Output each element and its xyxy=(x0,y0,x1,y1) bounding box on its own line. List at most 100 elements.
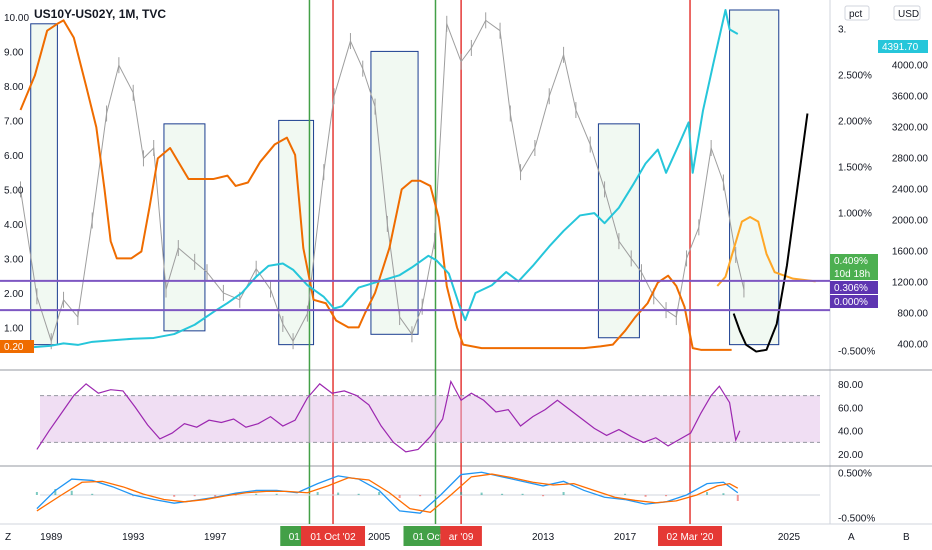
rsi-pane: 80.00 60.00 40.00 20.00 xyxy=(36,379,863,461)
series-line-2 xyxy=(20,9,739,350)
right-axis-tick-7: 1200.00 xyxy=(892,277,929,288)
macd-hist-bar-8 xyxy=(193,495,196,497)
x-axis-tick-4: 2013 xyxy=(532,532,555,543)
macd-hist-bar-17 xyxy=(378,492,381,495)
macd-hist-bar-11 xyxy=(255,493,258,495)
left-axis-tick-2: 8.00 xyxy=(4,82,24,93)
highlight-box-0 xyxy=(30,23,58,346)
macd-hist-bar-24 xyxy=(521,493,524,495)
event-label-2: 01 Oct '07 xyxy=(413,532,459,543)
left-axis-tick-9: 1.00 xyxy=(4,323,24,334)
right-axis-tick-0: 4000.00 xyxy=(892,60,929,71)
x-axis-tick-0: 1989 xyxy=(40,532,63,543)
right-axis-tick-9: 400.00 xyxy=(897,339,928,350)
price-tags: 4391.70 0.409% 10d 18h 0.306% 0.000% 0.20 xyxy=(0,40,928,353)
macd-hist-bar-34 xyxy=(722,493,725,495)
left-axis-tick-7: 3.00 xyxy=(4,254,24,265)
highlight-box-5 xyxy=(729,9,780,346)
bottom-toolbar: Z A B xyxy=(5,532,910,543)
right-axis-tick-4: 2400.00 xyxy=(892,184,929,195)
chart-title: US10Y-US02Y, 1M, TVC xyxy=(34,7,166,21)
left-axis-tick-4: 6.00 xyxy=(4,151,24,162)
horizontal-levels xyxy=(0,279,830,312)
macd-hist-bar-22 xyxy=(480,492,483,495)
macd-hist-bar-1 xyxy=(54,489,57,495)
macd-line-0 xyxy=(36,471,739,514)
rsi-line-0 xyxy=(36,379,741,453)
price-tag-bg-5 xyxy=(0,340,34,353)
macd-pane: 0.500% -0.500% xyxy=(35,468,875,525)
macd-line-1 xyxy=(36,473,739,513)
price-tag-4: 0.000% xyxy=(834,297,868,308)
price-tag-bg-1 xyxy=(830,254,878,267)
macd-hist-bar-23 xyxy=(501,493,504,495)
right-axis-tick-8: 800.00 xyxy=(897,308,928,319)
mid-axis-tick-0: 3. xyxy=(838,24,846,35)
left-axis-tick-1: 9.00 xyxy=(4,47,24,58)
macd-hist-bar-29 xyxy=(624,493,627,495)
highlight-box-3 xyxy=(370,50,419,335)
price-tag-bg-0 xyxy=(878,40,928,53)
settings-button[interactable]: B xyxy=(903,532,910,543)
auto-scale-button[interactable]: A xyxy=(848,532,855,543)
macd-hist-bar-33 xyxy=(706,492,709,495)
mid-axis-tick-2: 2.000% xyxy=(838,116,872,127)
right-axis-tick-3: 2800.00 xyxy=(892,153,929,164)
pct-button[interactable]: pct xyxy=(844,5,870,21)
macd-hist-bar-18 xyxy=(398,495,401,498)
macd-hist-bar-3 xyxy=(91,493,94,495)
right-axis-tick-6: 1600.00 xyxy=(892,246,929,257)
macd-hist-bar-14 xyxy=(316,492,319,495)
currency-button-label: USD xyxy=(898,9,919,20)
right-axis-tick-5: 2000.00 xyxy=(892,215,929,226)
macd-hist-bar-12 xyxy=(275,493,278,495)
right-axis-tick-2: 3200.00 xyxy=(892,122,929,133)
macd-hist-bar-2 xyxy=(70,490,73,495)
price-tag-bg-4 xyxy=(830,295,878,308)
mid-axis-tick-1: 2.500% xyxy=(838,70,872,81)
mid-axis-tick-3: 1.500% xyxy=(838,162,872,173)
price-tag-bg-2 xyxy=(830,267,878,280)
macd-hist-bar-21 xyxy=(460,492,463,495)
rsi-tick-3: 20.00 xyxy=(838,450,863,461)
x-axis-tick-3: 2005 xyxy=(368,532,391,543)
left-axis-tick-6: 4.00 xyxy=(4,220,24,231)
macd-tick-0: 0.500% xyxy=(838,468,872,479)
price-tag-5: 0.20 xyxy=(4,342,24,353)
event-label-3: ar '09 xyxy=(449,532,474,543)
z-button[interactable]: Z xyxy=(5,532,11,543)
series-line-4 xyxy=(732,113,809,353)
series-line-3 xyxy=(716,216,816,287)
rsi-tick-0: 80.00 xyxy=(838,380,863,391)
macd-hist-bar-7 xyxy=(173,495,176,497)
x-axis-tick-6: 2025 xyxy=(778,532,801,543)
rsi-tick-1: 60.00 xyxy=(838,403,863,414)
macd-hist-bar-15 xyxy=(337,492,340,495)
price-tag-1: 0.409% xyxy=(834,256,868,267)
price-tag-bg-3 xyxy=(830,281,878,294)
price-tag-0: 4391.70 xyxy=(882,42,919,53)
event-label-1: 01 Oct '02 xyxy=(310,532,356,543)
macd-hist-bar-25 xyxy=(542,495,545,497)
rsi-tick-2: 40.00 xyxy=(838,427,863,438)
left-axis-tick-5: 5.00 xyxy=(4,185,24,196)
series-line-1 xyxy=(19,19,732,351)
macd-hist-bar-10 xyxy=(234,495,237,496)
main-series-group xyxy=(19,9,816,353)
price-tag-2: 10d 18h xyxy=(834,269,870,280)
macd-hist-bar-9 xyxy=(214,495,217,497)
left-axis-tick-8: 2.00 xyxy=(4,289,24,300)
left-axis-tick-0: 10.00 xyxy=(4,13,29,24)
right-axis-tick-1: 3600.00 xyxy=(892,91,929,102)
macd-hist-bar-35 xyxy=(736,495,739,501)
x-axis-tick-5: 2017 xyxy=(614,532,637,543)
left-axis-tick-3: 7.00 xyxy=(4,116,24,127)
macd-hist-bar-30 xyxy=(644,495,647,497)
highlight-box-4 xyxy=(597,123,640,339)
price-tag-3: 0.306% xyxy=(834,283,868,294)
x-axis-tick-2: 1997 xyxy=(204,532,227,543)
macd-hist-bar-31 xyxy=(665,495,668,497)
currency-button[interactable]: USD xyxy=(893,5,921,21)
